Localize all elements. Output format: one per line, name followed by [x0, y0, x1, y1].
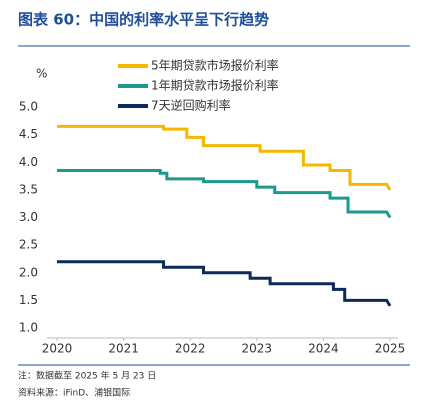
y-tick-label: 1.5 [19, 293, 38, 307]
x-tick-label: 2022 [175, 342, 206, 356]
x-tick-label: 2020 [42, 342, 73, 356]
y-axis-label: % [36, 67, 47, 81]
y-tick-label: 4.5 [19, 127, 38, 141]
legend-label: 5年期贷款市场报价利率 [151, 58, 279, 73]
x-tick-label: 2025 [375, 342, 406, 356]
y-tick-label: 5.0 [19, 100, 38, 114]
series-line [57, 169, 392, 219]
series-line [57, 260, 392, 307]
legend-label: 7天逆回购利率 [151, 98, 231, 113]
y-tick-label: 2.5 [19, 238, 38, 252]
series-line [57, 124, 392, 191]
source: 资料来源：iFinD、浦银国际 [18, 387, 130, 399]
x-tick-label: 2021 [108, 342, 139, 356]
y-tick-label: 3.0 [19, 210, 38, 224]
y-tick-label: 4.0 [19, 155, 38, 169]
y-tick-label: 2.0 [19, 265, 38, 279]
x-tick-label: 2024 [308, 342, 339, 356]
legend-label: 1年期贷款市场报价利率 [151, 78, 279, 93]
chart-title: 图表 60：中国的利率水平呈下行趋势 [18, 11, 269, 29]
y-tick-label: 3.5 [19, 182, 38, 196]
x-tick-label: 2023 [242, 342, 273, 356]
y-tick-label: 1.0 [19, 321, 38, 335]
note: 注：数据截至 2025 年 5 月 23 日 [18, 370, 156, 382]
